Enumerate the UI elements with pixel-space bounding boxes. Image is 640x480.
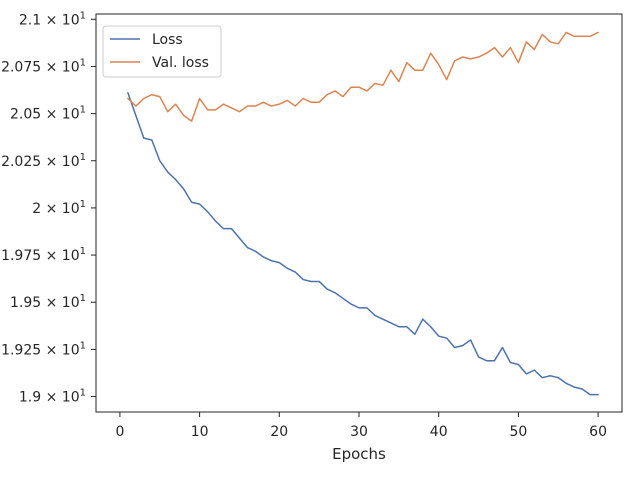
x-tick-label: 10 bbox=[191, 424, 209, 440]
y-tick-mantissa: 2 bbox=[32, 201, 41, 217]
y-tick-label: 2.05 × 101 bbox=[10, 105, 86, 123]
x-tick-label: 40 bbox=[430, 424, 448, 440]
y-tick-times: × bbox=[41, 295, 62, 311]
y-tick-mantissa: 2.05 bbox=[10, 107, 41, 123]
y-tick-label: 2.075 × 101 bbox=[1, 57, 86, 75]
y-tick-mantissa: 1.925 bbox=[1, 342, 41, 358]
x-tick-label: 50 bbox=[509, 424, 527, 440]
x-tick-label: 60 bbox=[589, 424, 607, 440]
y-tick-exponent: 1 bbox=[80, 105, 86, 116]
y-tick-base: 10 bbox=[62, 342, 80, 358]
y-tick-times: × bbox=[41, 248, 62, 264]
y-tick-base: 10 bbox=[62, 12, 80, 28]
y-tick-times: × bbox=[41, 154, 62, 170]
y-tick-label: 2.1 × 101 bbox=[19, 10, 86, 28]
y-tick-base: 10 bbox=[62, 107, 80, 123]
x-tick-label: 30 bbox=[350, 424, 368, 440]
x-axis-ticks: 0 10 20 30 40 50 60 bbox=[115, 412, 607, 440]
y-tick-exponent: 1 bbox=[80, 340, 86, 351]
y-tick-base: 10 bbox=[62, 248, 80, 264]
y-tick-label: 2.025 × 101 bbox=[1, 152, 86, 170]
legend-label: Loss bbox=[152, 32, 183, 48]
y-tick-exponent: 1 bbox=[80, 246, 86, 257]
y-tick-mantissa: 2.075 bbox=[1, 59, 41, 75]
y-tick-times: × bbox=[41, 390, 62, 406]
x-axis-label: Epochs bbox=[332, 445, 386, 463]
y-tick-base: 10 bbox=[62, 59, 80, 75]
y-tick-label: 1.975 × 101 bbox=[1, 246, 86, 264]
y-tick-base: 10 bbox=[62, 154, 80, 170]
y-tick-mantissa: 1.975 bbox=[1, 248, 41, 264]
y-tick-mantissa: 2.025 bbox=[1, 154, 41, 170]
x-tick-label: 20 bbox=[270, 424, 288, 440]
y-tick-base: 10 bbox=[62, 295, 80, 311]
legend: Loss Val. loss bbox=[102, 25, 222, 78]
y-tick-mantissa: 1.9 bbox=[19, 390, 41, 406]
y-tick-times: × bbox=[41, 342, 62, 358]
y-tick-times: × bbox=[41, 59, 62, 75]
y-tick-exponent: 1 bbox=[80, 293, 86, 304]
y-tick-base: 10 bbox=[62, 201, 80, 217]
legend-label: Val. loss bbox=[152, 55, 209, 71]
series-line-loss bbox=[127, 92, 599, 396]
y-tick-exponent: 1 bbox=[80, 10, 86, 21]
y-tick-label: 1.95 × 101 bbox=[10, 293, 86, 311]
y-tick-exponent: 1 bbox=[80, 199, 86, 210]
y-tick-label: 1.925 × 101 bbox=[1, 340, 86, 358]
x-tick-label: 0 bbox=[115, 424, 124, 440]
y-tick-times: × bbox=[41, 12, 62, 28]
y-tick-exponent: 1 bbox=[80, 388, 86, 399]
series-line-val-loss bbox=[127, 31, 599, 122]
y-tick-exponent: 1 bbox=[80, 57, 86, 68]
series-layer bbox=[127, 31, 599, 396]
y-tick-mantissa: 2.1 bbox=[19, 12, 41, 28]
y-tick-mantissa: 1.95 bbox=[10, 295, 41, 311]
y-tick-base: 10 bbox=[62, 390, 80, 406]
y-tick-label: 1.9 × 101 bbox=[19, 388, 86, 406]
y-tick-label: 2 × 101 bbox=[32, 199, 86, 217]
y-tick-times: × bbox=[41, 107, 62, 123]
y-tick-exponent: 1 bbox=[80, 152, 86, 163]
y-tick-times: × bbox=[41, 201, 62, 217]
